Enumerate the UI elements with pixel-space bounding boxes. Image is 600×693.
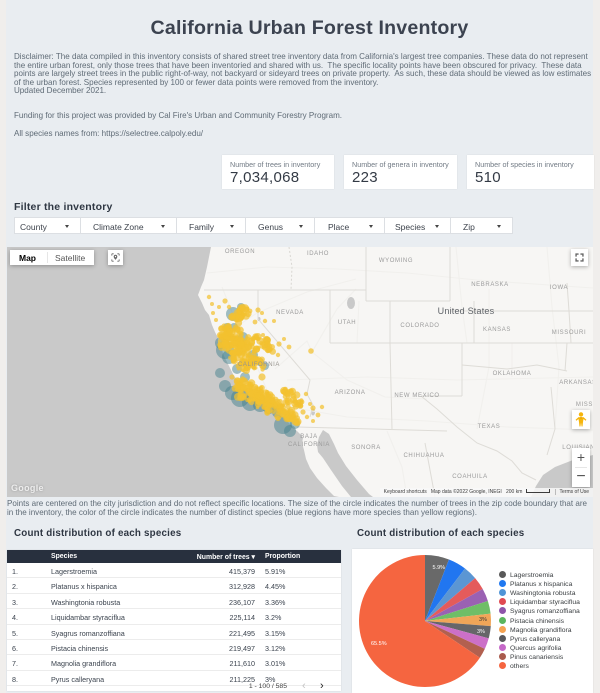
svg-text:OKLAHOMA: OKLAHOMA <box>493 371 532 377</box>
svg-text:ARKANSAS: ARKANSAS <box>559 380 593 386</box>
svg-text:UTAH: UTAH <box>338 320 356 326</box>
svg-text:United States: United States <box>438 306 495 316</box>
svg-text:ARIZONA: ARIZONA <box>335 390 366 396</box>
svg-text:CHIHUAHUA: CHIHUAHUA <box>403 453 444 459</box>
svg-text:COLORADO: COLORADO <box>400 323 439 329</box>
svg-text:WYOMING: WYOMING <box>379 258 413 264</box>
svg-text:CALIFORNIA: CALIFORNIA <box>238 362 280 368</box>
svg-text:NEVADA: NEVADA <box>276 310 304 316</box>
svg-text:COAHUILA: COAHUILA <box>452 474 487 480</box>
svg-text:NEBRASKA: NEBRASKA <box>471 282 508 288</box>
svg-text:BAJA: BAJA <box>300 434 317 440</box>
svg-text:MISSOURI: MISSOURI <box>552 330 586 336</box>
svg-text:5.9%: 5.9% <box>433 565 446 571</box>
svg-text:3%: 3% <box>479 617 487 623</box>
svg-text:65.5%: 65.5% <box>371 641 387 647</box>
svg-text:SONORA: SONORA <box>351 445 381 451</box>
svg-text:NEW MEXICO: NEW MEXICO <box>394 393 439 399</box>
svg-text:IOWA: IOWA <box>550 285 568 291</box>
svg-text:TEXAS: TEXAS <box>478 424 501 430</box>
svg-text:OREGON: OREGON <box>225 249 255 255</box>
svg-text:3%: 3% <box>477 629 485 635</box>
svg-text:CALIFORNIA: CALIFORNIA <box>288 442 330 448</box>
svg-text:MISSISSIPPI: MISSISSIPPI <box>576 402 593 408</box>
svg-text:KANSAS: KANSAS <box>483 327 511 333</box>
svg-text:IDAHO: IDAHO <box>307 251 329 257</box>
